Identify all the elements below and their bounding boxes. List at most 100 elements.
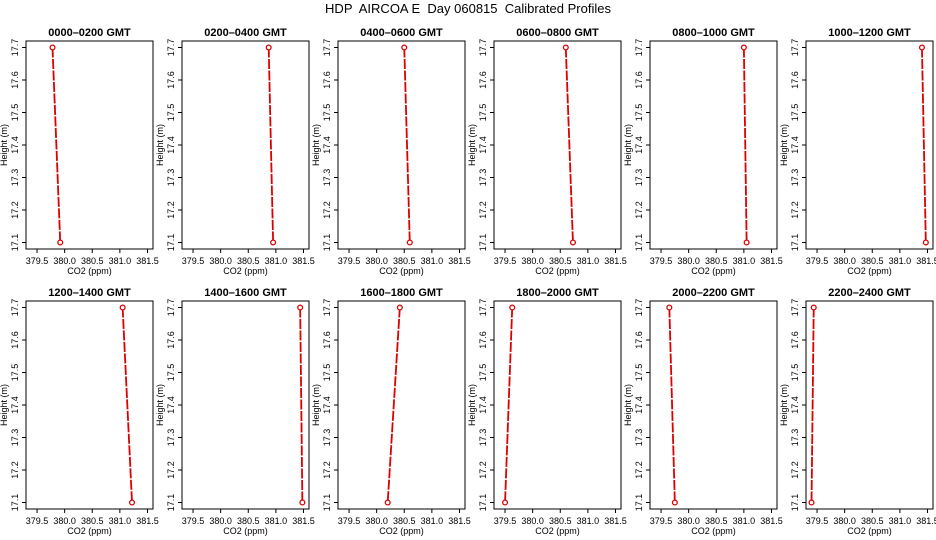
x-axis-label: CO2 (ppm) — [67, 526, 112, 536]
x-tick-label: 381.5 — [760, 516, 783, 526]
y-tick-label: 17.5 — [790, 364, 800, 382]
plot-frame — [649, 300, 778, 510]
x-tick-label: 381.5 — [604, 516, 627, 526]
y-tick-label: 17.6 — [790, 331, 800, 349]
y-tick-label: 17.3 — [10, 429, 20, 447]
y-axis-label: Height (m) — [623, 124, 633, 166]
panel-title: 2000–2200 GMT — [672, 287, 755, 299]
profile-line — [921, 47, 927, 243]
y-tick-label: 17.1 — [166, 234, 176, 252]
data-point — [128, 499, 136, 506]
y-tick-label: 17.6 — [322, 331, 332, 349]
y-tick-label: 17.7 — [478, 299, 488, 317]
y-tick-label: 17.6 — [322, 71, 332, 89]
x-tick-label: 381.5 — [916, 256, 936, 266]
y-tick-label: 17.7 — [634, 39, 644, 57]
plot-frame — [181, 300, 310, 510]
x-tick-label: 380.5 — [861, 256, 884, 266]
y-tick-label: 17.6 — [166, 331, 176, 349]
y-tick-label: 17.6 — [10, 331, 20, 349]
data-point — [562, 44, 569, 51]
plot-frame — [493, 300, 622, 510]
plot-frame — [493, 40, 622, 250]
y-tick-label: 17.2 — [322, 461, 332, 479]
y-tick-label: 17.2 — [478, 461, 488, 479]
y-tick-label: 17.1 — [322, 234, 332, 252]
y-tick-label: 17.4 — [790, 396, 800, 414]
x-tick-label: 379.5 — [182, 256, 205, 266]
y-axis-label: Height (m) — [779, 124, 789, 166]
x-tick-label: 380.0 — [53, 516, 76, 526]
y-tick-label: 17.4 — [10, 136, 20, 154]
panel-title: 0400–0600 GMT — [360, 27, 443, 39]
y-tick-label: 17.2 — [478, 201, 488, 219]
plot-frame — [649, 40, 778, 250]
x-tick-label: 381.0 — [733, 516, 756, 526]
panel-title: 1000–1200 GMT — [828, 27, 911, 39]
data-point — [501, 499, 509, 506]
y-tick-label: 17.3 — [478, 169, 488, 187]
x-tick-label: 381.0 — [109, 516, 132, 526]
profile-line — [51, 47, 62, 243]
y-tick-label: 17.5 — [166, 364, 176, 382]
x-tick-label: 381.0 — [421, 516, 444, 526]
y-tick-label: 17.5 — [790, 104, 800, 122]
page-title: HDP AIRCOA E Day 060815 Calibrated Profi… — [325, 1, 611, 16]
data-point — [509, 304, 516, 311]
y-tick-label: 17.4 — [166, 136, 176, 154]
y-tick-label: 17.7 — [10, 39, 20, 57]
plot-frame — [25, 40, 154, 250]
x-tick-label: 381.0 — [889, 516, 912, 526]
y-tick-label: 17.6 — [478, 71, 488, 89]
y-axis-label: Height (m) — [779, 384, 789, 426]
x-tick-label: 381.5 — [760, 256, 783, 266]
data-point — [384, 499, 391, 506]
y-axis-label: Height (m) — [155, 384, 165, 426]
y-tick-label: 17.2 — [10, 461, 20, 479]
x-tick-label: 381.0 — [265, 256, 288, 266]
data-point — [740, 44, 747, 51]
plot-frame — [337, 300, 466, 510]
y-tick-label: 17.2 — [166, 201, 176, 219]
x-tick-label: 380.5 — [81, 516, 104, 526]
y-tick-label: 17.1 — [790, 234, 800, 252]
x-axis-label: CO2 (ppm) — [535, 526, 580, 536]
profile-line — [386, 307, 401, 503]
data-point — [666, 304, 673, 311]
y-tick-label: 17.1 — [634, 234, 644, 252]
plot-frame — [337, 40, 466, 250]
y-tick-label: 17.4 — [166, 396, 176, 414]
x-tick-label: 380.0 — [833, 256, 856, 266]
x-tick-label: 379.5 — [338, 256, 361, 266]
plot-frame — [181, 40, 310, 250]
x-axis-label: CO2 (ppm) — [847, 526, 892, 536]
y-axis-label: Height (m) — [0, 384, 9, 426]
x-tick-label: 379.5 — [494, 256, 517, 266]
x-tick-label: 380.0 — [521, 516, 544, 526]
panel-title: 2200–2400 GMT — [828, 287, 911, 299]
x-axis-label: CO2 (ppm) — [847, 266, 892, 276]
x-tick-label: 381.0 — [577, 516, 600, 526]
y-tick-label: 17.7 — [790, 39, 800, 57]
y-tick-label: 17.4 — [478, 136, 488, 154]
data-point — [569, 239, 577, 246]
y-tick-label: 17.3 — [634, 429, 644, 447]
y-axis-label: Height (m) — [311, 384, 321, 426]
data-point — [671, 499, 678, 506]
y-tick-label: 17.3 — [166, 169, 176, 187]
x-axis-label: CO2 (ppm) — [223, 266, 268, 276]
x-tick-label: 381.5 — [916, 516, 936, 526]
plot-frame — [805, 40, 934, 250]
x-axis-label: CO2 (ppm) — [379, 266, 424, 276]
y-axis-label: Height (m) — [467, 384, 477, 426]
x-tick-label: 380.0 — [677, 516, 700, 526]
y-tick-label: 17.5 — [478, 364, 488, 382]
data-point — [922, 239, 929, 246]
x-tick-label: 381.0 — [889, 256, 912, 266]
y-tick-label: 17.2 — [634, 461, 644, 479]
panel-title: 1400–1600 GMT — [204, 287, 287, 299]
y-tick-label: 17.1 — [478, 494, 488, 512]
y-tick-label: 17.4 — [634, 136, 644, 154]
x-tick-label: 380.5 — [705, 516, 728, 526]
